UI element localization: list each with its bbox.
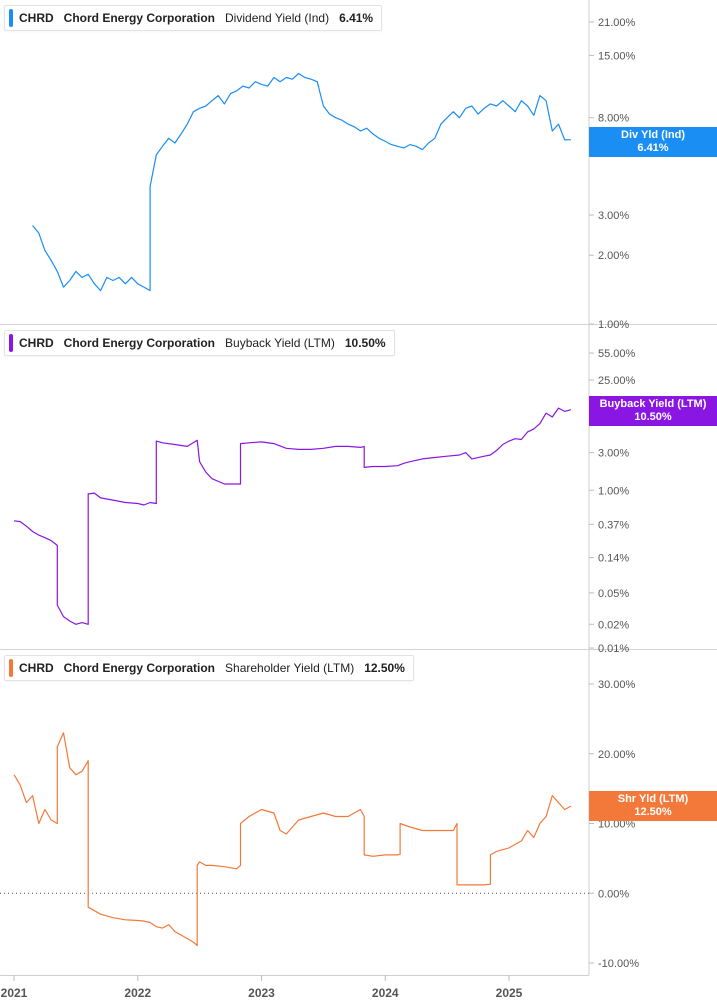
y-tick-label: 10.00% [598,819,636,831]
tag-label: Div Yld (Ind) [621,129,685,141]
legend-color-swatch [9,334,13,352]
tag-label: Shr Yld (LTM) [617,793,689,805]
series-line [13,732,572,947]
dividend-value-tag: Div Yld (Ind) 6.41% [589,127,717,157]
legend-color-swatch [9,9,13,27]
legend-shareholder: CHRD Chord Energy Corporation Shareholde… [4,655,414,681]
legend-company: Chord Energy Corporation [63,336,216,350]
y-tick-label: 3.00% [598,210,629,222]
y-tick-label: 25.00% [598,375,636,387]
tag-value: 10.50% [634,411,672,423]
legend-metric: Shareholder Yield (LTM) [225,661,355,675]
legend-value: 6.41% [339,11,374,25]
y-tick-label: 2.00% [598,250,629,262]
x-tick-label: 2022 [124,986,151,1000]
y-tick-label: 15.00% [598,50,636,62]
legend-company: Chord Energy Corporation [63,11,216,25]
y-tick-label: 1.00% [598,485,629,497]
y-tick-label: 0.02% [598,619,629,631]
x-tick-label: 2023 [248,986,275,1000]
x-tick-label: 2025 [496,986,523,1000]
legend-ticker: CHRD [19,11,54,25]
tag-value: 6.41% [637,142,669,154]
y-tick-label: 0.00% [598,888,629,900]
legend-company: Chord Energy Corporation [63,661,216,675]
legend-value: 10.50% [344,336,386,350]
y-tick-label: 0.05% [598,588,629,600]
y-tick-label: 0.37% [598,519,629,531]
tag-value: 12.50% [634,806,672,818]
buyback-value-tag: Buyback Yield (LTM) 10.50% [589,396,717,426]
series-line [32,72,571,292]
y-tick-label: 30.00% [598,679,636,691]
y-tick-label: 8.00% [598,113,629,125]
series-line [13,407,572,625]
y-tick-label: 1.00% [598,319,629,331]
legend-value: 12.50% [364,661,405,675]
shareholder-value-tag: Shr Yld (LTM) 12.50% [589,791,717,821]
y-tick-label: 21.00% [598,17,636,29]
y-tick-label: 20.00% [598,749,636,761]
legend-buyback: CHRD Chord Energy Corporation Buyback Yi… [4,330,395,356]
legend-color-swatch [9,659,13,677]
legend-ticker: CHRD [19,336,54,350]
x-tick-label: 2021 [1,986,28,1000]
tag-label: Buyback Yield (LTM) [599,398,707,410]
legend-dividend: CHRD Chord Energy Corporation Dividend Y… [4,5,383,31]
legend-ticker: CHRD [19,661,54,675]
legend-metric: Dividend Yield (Ind) [225,11,330,25]
y-tick-label: -10.00% [598,958,639,970]
x-tick-label: 2024 [372,986,399,1000]
legend-metric: Buyback Yield (LTM) [225,336,335,350]
y-tick-label: 55.00% [598,348,636,360]
y-tick-label: 3.00% [598,448,629,460]
y-tick-label: 0.14% [598,553,629,565]
y-tick-label: 0.01% [598,643,629,655]
